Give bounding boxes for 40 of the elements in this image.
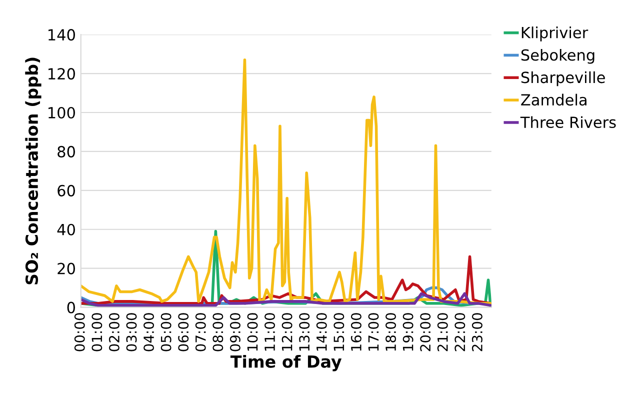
- x-tick-label: 00:00: [74, 313, 85, 352]
- y-axis-title: SO₂ Concentration (ppb): [25, 58, 42, 284]
- x-axis-title: Time of Day: [230, 354, 342, 372]
- y-tick-label: 60: [58, 184, 75, 196]
- x-tick-label: 22:00: [454, 313, 466, 352]
- x-tick-label: 21:00: [437, 313, 448, 352]
- y-tick-label: 0: [67, 302, 75, 314]
- x-tick-label: 09:00: [230, 313, 240, 352]
- x-tick-label: 01:00: [92, 313, 102, 352]
- x-tick-label: 15:00: [334, 313, 344, 351]
- y-tick-label: 40: [57, 224, 75, 236]
- x-tick-label: 10:00: [247, 313, 258, 351]
- legend-label: Three Rivers: [520, 116, 616, 128]
- y-tick-label: 140: [48, 29, 75, 41]
- x-tick-label: 23:00: [472, 313, 482, 352]
- x-tick-label: 18:00: [386, 313, 396, 351]
- x-tick-label: 16:00: [350, 313, 362, 351]
- y-tick-label: 120: [48, 68, 75, 80]
- x-tick-label: 06:00: [178, 313, 189, 352]
- x-tick-label: 02:00: [108, 313, 120, 352]
- x-tick-label: 07:00: [195, 313, 206, 352]
- x-tick-label: 19:00: [402, 313, 414, 351]
- x-tick-label: 12:00: [282, 313, 292, 351]
- x-tick-label: 14:00: [316, 313, 327, 351]
- y-tick-label: 20: [58, 262, 75, 274]
- legend-label: Sebokeng: [521, 48, 594, 64]
- y-tick-label: 80: [58, 146, 75, 158]
- x-tick-label: 20:00: [420, 313, 431, 352]
- legend-label: Kliprivier: [522, 26, 588, 42]
- x-tick-label: 11:00: [264, 313, 276, 351]
- legend-label: Sharpeville: [521, 71, 605, 86]
- x-tick-label: 17:00: [368, 313, 379, 351]
- legend-label: Zamdela: [521, 94, 586, 106]
- y-tick-label: 100: [48, 106, 75, 119]
- x-tick-label: 04:00: [144, 313, 154, 352]
- line-series: [80, 58, 492, 305]
- x-tick-label: 03:00: [126, 313, 137, 352]
- x-tick-label: 05:00: [160, 313, 172, 352]
- x-tick-label: 13:00: [299, 313, 310, 351]
- x-tick-label: 08:00: [212, 313, 224, 352]
